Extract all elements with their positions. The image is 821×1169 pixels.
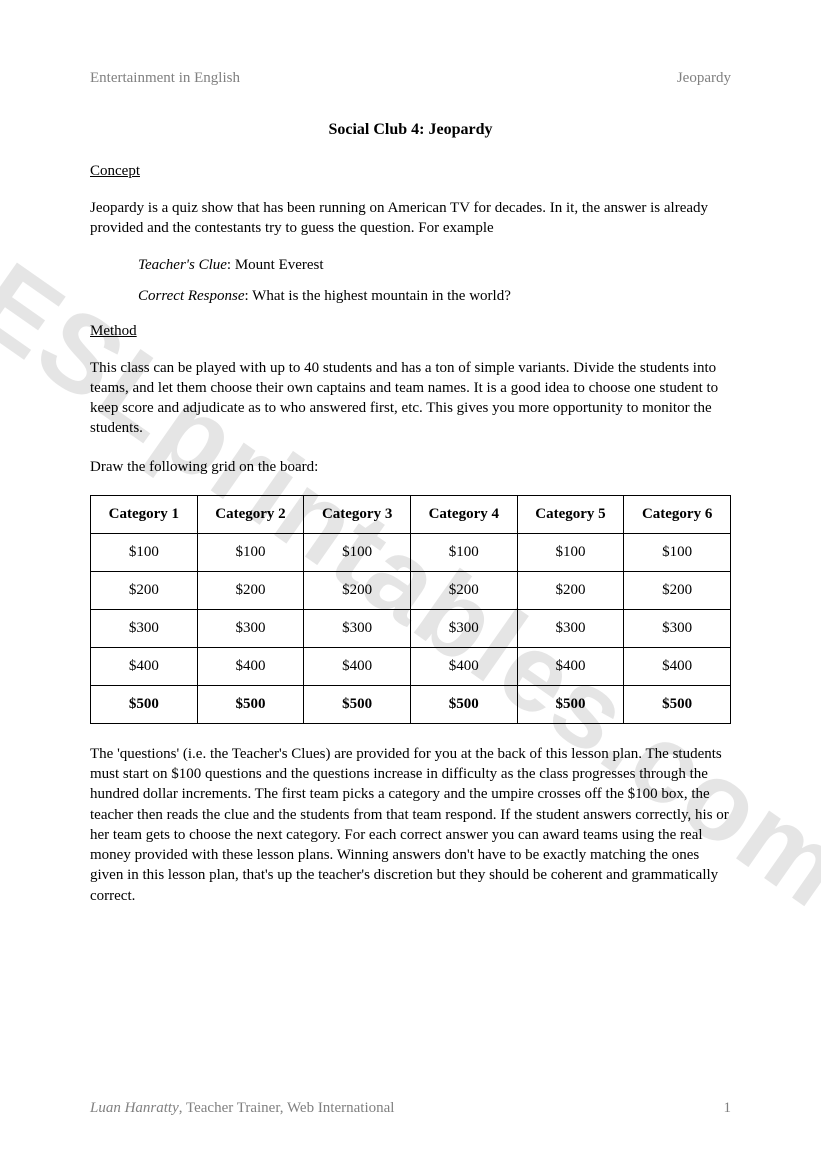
method-heading: Method (90, 323, 731, 340)
grid-cell: $500 (410, 685, 517, 723)
footer-page-number: 1 (724, 1100, 732, 1117)
grid-cell: $100 (517, 533, 624, 571)
footer-author-title: , Teacher Trainer, Web International (179, 1100, 395, 1116)
grid-cell: $100 (624, 533, 731, 571)
teachers-clue-line: Teacher's Clue: Mount Everest (138, 257, 731, 274)
grid-cell: $100 (91, 533, 198, 571)
grid-body: $100$100$100$100$100$100$200$200$200$200… (91, 533, 731, 723)
grid-cell: $300 (410, 609, 517, 647)
grid-header-cell: Category 4 (410, 495, 517, 533)
grid-cell: $500 (304, 685, 411, 723)
correct-response-line: Correct Response: What is the highest mo… (138, 288, 731, 305)
footer-author-name: Luan Hanratty (90, 1100, 179, 1116)
grid-row: $100$100$100$100$100$100 (91, 533, 731, 571)
method-para-1: This class can be played with up to 40 s… (90, 358, 731, 439)
response-value: : What is the highest mountain in the wo… (245, 288, 511, 304)
grid-cell: $400 (517, 647, 624, 685)
grid-cell: $200 (410, 571, 517, 609)
page-header: Entertainment in English Jeopardy (90, 70, 731, 87)
grid-header-cell: Category 2 (197, 495, 304, 533)
document-title: Social Club 4: Jeopardy (90, 121, 731, 139)
grid-cell: $100 (304, 533, 411, 571)
method-para-2: Draw the following grid on the board: (90, 457, 731, 477)
grid-cell: $300 (624, 609, 731, 647)
concept-intro: Jeopardy is a quiz show that has been ru… (90, 198, 731, 239)
grid-cell: $100 (197, 533, 304, 571)
grid-header-cell: Category 6 (624, 495, 731, 533)
grid-header-cell: Category 3 (304, 495, 411, 533)
page-footer: Luan Hanratty, Teacher Trainer, Web Inte… (90, 1100, 731, 1117)
grid-cell: $200 (517, 571, 624, 609)
grid-cell: $200 (91, 571, 198, 609)
grid-cell: $400 (197, 647, 304, 685)
jeopardy-grid: Category 1 Category 2 Category 3 Categor… (90, 495, 731, 724)
grid-cell: $300 (91, 609, 198, 647)
header-right: Jeopardy (677, 70, 731, 87)
grid-cell: $100 (410, 533, 517, 571)
grid-cell: $300 (197, 609, 304, 647)
grid-row: $200$200$200$200$200$200 (91, 571, 731, 609)
grid-cell: $300 (517, 609, 624, 647)
concept-heading: Concept (90, 163, 731, 180)
grid-row: $500$500$500$500$500$500 (91, 685, 731, 723)
grid-cell: $500 (197, 685, 304, 723)
grid-cell: $200 (624, 571, 731, 609)
footer-author: Luan Hanratty, Teacher Trainer, Web Inte… (90, 1100, 394, 1117)
grid-header-cell: Category 1 (91, 495, 198, 533)
grid-cell: $400 (304, 647, 411, 685)
response-label: Correct Response (138, 288, 245, 304)
grid-cell: $500 (91, 685, 198, 723)
document-page: Entertainment in English Jeopardy Social… (0, 0, 821, 974)
grid-cell: $400 (91, 647, 198, 685)
example-block: Teacher's Clue: Mount Everest Correct Re… (138, 257, 731, 305)
clue-value: : Mount Everest (227, 257, 324, 273)
grid-cell: $500 (517, 685, 624, 723)
grid-header-row: Category 1 Category 2 Category 3 Categor… (91, 495, 731, 533)
clue-label: Teacher's Clue (138, 257, 227, 273)
grid-row: $300$300$300$300$300$300 (91, 609, 731, 647)
header-left: Entertainment in English (90, 70, 240, 87)
grid-cell: $500 (624, 685, 731, 723)
grid-cell: $400 (624, 647, 731, 685)
grid-header-cell: Category 5 (517, 495, 624, 533)
grid-cell: $300 (304, 609, 411, 647)
grid-row: $400$400$400$400$400$400 (91, 647, 731, 685)
method-para-3: The 'questions' (i.e. the Teacher's Clue… (90, 744, 731, 906)
grid-cell: $200 (197, 571, 304, 609)
grid-cell: $200 (304, 571, 411, 609)
grid-cell: $400 (410, 647, 517, 685)
